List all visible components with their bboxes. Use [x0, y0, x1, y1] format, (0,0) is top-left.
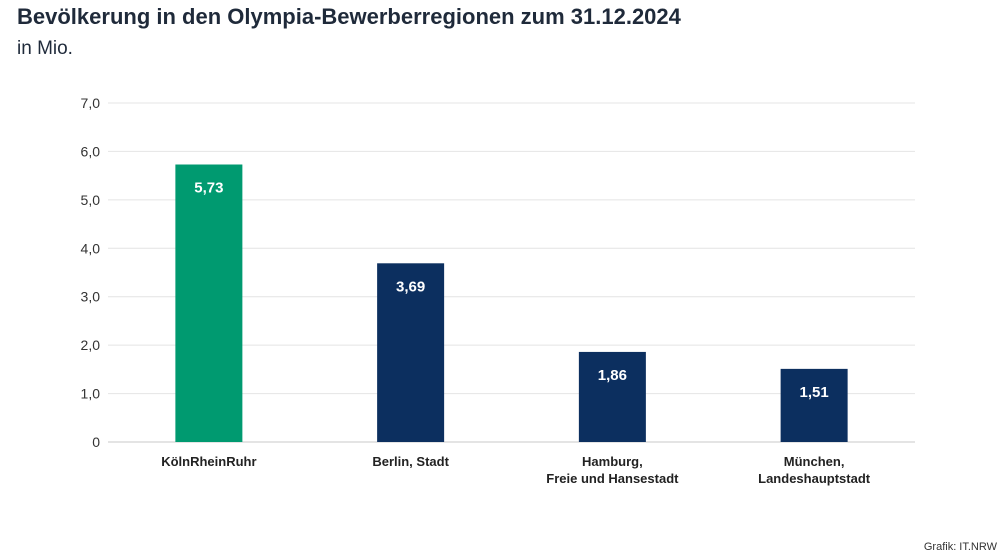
y-tick-label: 3,0 [81, 289, 101, 305]
bar [578, 351, 646, 442]
bar [780, 368, 848, 442]
bar-value-label: 3,69 [396, 278, 425, 295]
bar-value-label: 1,86 [598, 367, 627, 384]
x-category-label: Landeshauptstadt [758, 471, 871, 486]
y-tick-label: 6,0 [81, 143, 101, 159]
bar-value-label: 5,73 [194, 180, 223, 197]
source-credit: Grafik: IT.NRW [923, 541, 997, 553]
y-tick-label: 4,0 [81, 240, 101, 256]
chart-title: Bevölkerung in den Olympia-Bewerberregio… [17, 4, 681, 29]
y-tick-label: 5,0 [81, 192, 101, 208]
x-category-label: Berlin, Stadt [372, 454, 449, 469]
bar-value-label: 1,51 [800, 384, 829, 401]
y-tick-label: 1,0 [81, 386, 101, 402]
x-category-label: KölnRheinRuhr [161, 454, 256, 469]
y-tick-label: 2,0 [81, 337, 101, 353]
y-tick-label: 0 [92, 434, 100, 450]
y-tick-label: 7,0 [81, 95, 101, 111]
x-category-label: München, [784, 454, 845, 469]
x-category-label: Hamburg, [582, 454, 643, 469]
chart-subtitle: in Mio. [17, 38, 73, 59]
bar [175, 164, 243, 443]
x-category-label: Freie und Hansestadt [546, 471, 679, 486]
bar [377, 263, 445, 442]
